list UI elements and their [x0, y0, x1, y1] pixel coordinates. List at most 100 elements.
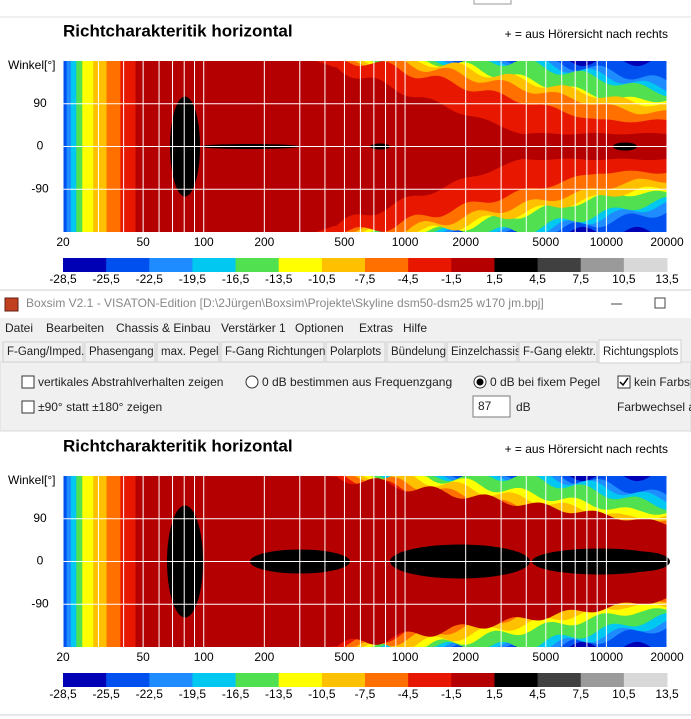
tab-label[interactable]: F-Gang elektr.	[523, 346, 596, 358]
tab-label[interactable]: F-Gang Richtungen	[225, 346, 325, 358]
colorbar-swatch	[494, 673, 539, 687]
menu-item[interactable]: Hilfe	[403, 321, 427, 335]
colorbar-label: -22,5	[136, 272, 164, 286]
colorbar-label: -16,5	[222, 272, 250, 286]
checkbox[interactable]	[617, 375, 631, 389]
colorbar-swatch	[149, 258, 193, 272]
colorbar-label: -25,5	[92, 687, 120, 701]
y-tick-label: -90	[31, 596, 49, 610]
level-value[interactable]: 87	[478, 399, 492, 413]
tab[interactable]	[156, 341, 220, 363]
tab-label[interactable]: max. Pegel	[161, 346, 219, 358]
colorbar-label: -7,5	[355, 272, 376, 286]
colorbar-swatch	[623, 258, 668, 272]
option-label[interactable]: ±90° statt ±180° zeigen	[38, 400, 162, 414]
colorbar-swatch	[149, 673, 193, 687]
tab-label[interactable]: F-Gang/Imped.	[7, 346, 84, 358]
colorbar-label: 7,5	[572, 687, 589, 701]
colorbar-swatch	[321, 673, 366, 687]
colorbar-label: 1,5	[486, 272, 503, 286]
tab[interactable]	[386, 341, 446, 363]
colorbar-label: -1,5	[441, 272, 462, 286]
colorbar-label: 4,5	[529, 272, 546, 286]
colorbar-label: -19,5	[179, 272, 207, 286]
colorbar-label: -1,5	[441, 687, 462, 701]
colorbar-swatch	[408, 673, 452, 687]
colorbar-label: 13,5	[655, 687, 679, 701]
tab[interactable]	[84, 341, 156, 363]
checkbox[interactable]	[21, 375, 35, 389]
colorbar-swatch	[106, 673, 150, 687]
colorbar-swatch	[451, 258, 495, 272]
colorbar-swatch	[365, 673, 409, 687]
colorbar-label: 7,5	[572, 272, 589, 286]
colorbar-label: -4,5	[398, 272, 419, 286]
y-axis-label: Winkel[°]	[8, 473, 55, 487]
maximize-button[interactable]	[654, 297, 666, 309]
option-label[interactable]: kein Farbspr	[634, 375, 691, 389]
y-tick-label: 0	[37, 139, 44, 153]
menu-item[interactable]: Bearbeiten	[46, 321, 104, 335]
colorbar-swatch	[580, 258, 625, 272]
option-label[interactable]: 0 dB bei fixem Pegel	[490, 375, 600, 389]
radio[interactable]	[245, 375, 259, 389]
colorbar-swatch	[451, 673, 495, 687]
checkbox[interactable]	[21, 400, 35, 414]
panel-title: Richtcharakteritik horizontal	[63, 21, 293, 40]
window-title: Boxsim V2.1 - VISATON-Edition [D:\2Jürge…	[26, 296, 544, 310]
tab-label[interactable]: Bündelung	[391, 346, 446, 358]
colorbar-label: -10,5	[308, 687, 336, 701]
app-icon	[4, 297, 19, 312]
x-tick-label: 200	[254, 235, 274, 249]
x-tick-label: 50	[136, 650, 150, 664]
x-tick-label: 100	[194, 235, 214, 249]
menu-item[interactable]: Datei	[5, 321, 33, 335]
panel-title: Richtcharakteritik horizontal	[63, 436, 293, 455]
colorbar-swatch	[278, 258, 323, 272]
tab[interactable]	[598, 339, 682, 364]
x-tick-label: 200	[254, 650, 274, 664]
x-tick-label: 1000	[392, 650, 419, 664]
colorbar-label: 1,5	[486, 687, 503, 701]
colorbar-swatch	[580, 673, 625, 687]
tab[interactable]	[220, 341, 325, 363]
x-tick-label: 10000	[590, 235, 624, 249]
x-tick-label: 2000	[452, 650, 479, 664]
colorbar-label: -19,5	[179, 687, 207, 701]
tab-label[interactable]: Richtungsplots	[603, 346, 679, 358]
menu-item[interactable]: Verstärker 1	[221, 321, 286, 335]
option-label[interactable]: vertikales Abstrahlverhalten zeigen	[38, 375, 223, 389]
tab[interactable]	[2, 341, 84, 363]
menu-item[interactable]: Chassis & Einbau	[116, 321, 211, 335]
colorbar-swatch	[408, 258, 452, 272]
colorbar-swatch	[235, 258, 280, 272]
tab[interactable]	[518, 341, 598, 363]
level-input[interactable]	[472, 395, 511, 418]
x-tick-label: 1000	[392, 235, 419, 249]
colorbar-swatch	[623, 673, 668, 687]
colorbar-label: -7,5	[355, 687, 376, 701]
y-tick-label: 0	[37, 554, 44, 568]
x-tick-label: 20	[56, 235, 70, 249]
colorbar-label: -22,5	[136, 687, 164, 701]
tab-label[interactable]: Einzelchassis	[451, 346, 521, 358]
tab-label[interactable]: Phasengang	[89, 346, 154, 358]
colorbar-label: 13,5	[655, 272, 679, 286]
menu-item[interactable]: Extras	[359, 321, 393, 335]
tab-label[interactable]: Polarplots	[330, 346, 381, 358]
menu-item[interactable]: Optionen	[295, 321, 344, 335]
x-tick-label: 10000	[590, 650, 624, 664]
x-tick-label: 500	[334, 650, 354, 664]
tab[interactable]	[325, 341, 386, 363]
y-axis-label: Winkel[°]	[8, 58, 55, 72]
colorbar-label: -25,5	[92, 272, 120, 286]
y-tick-label: 90	[33, 511, 47, 525]
x-tick-label: 20	[56, 650, 70, 664]
tab[interactable]	[446, 341, 518, 363]
panel-note: + = aus Hörersicht nach rechts	[505, 442, 668, 456]
option-label[interactable]: 0 dB bestimmen aus Frequenzgang	[262, 375, 452, 389]
x-tick-label: 2000	[452, 235, 479, 249]
x-tick-label: 100	[194, 650, 214, 664]
colorbar-label: 10,5	[612, 272, 636, 286]
